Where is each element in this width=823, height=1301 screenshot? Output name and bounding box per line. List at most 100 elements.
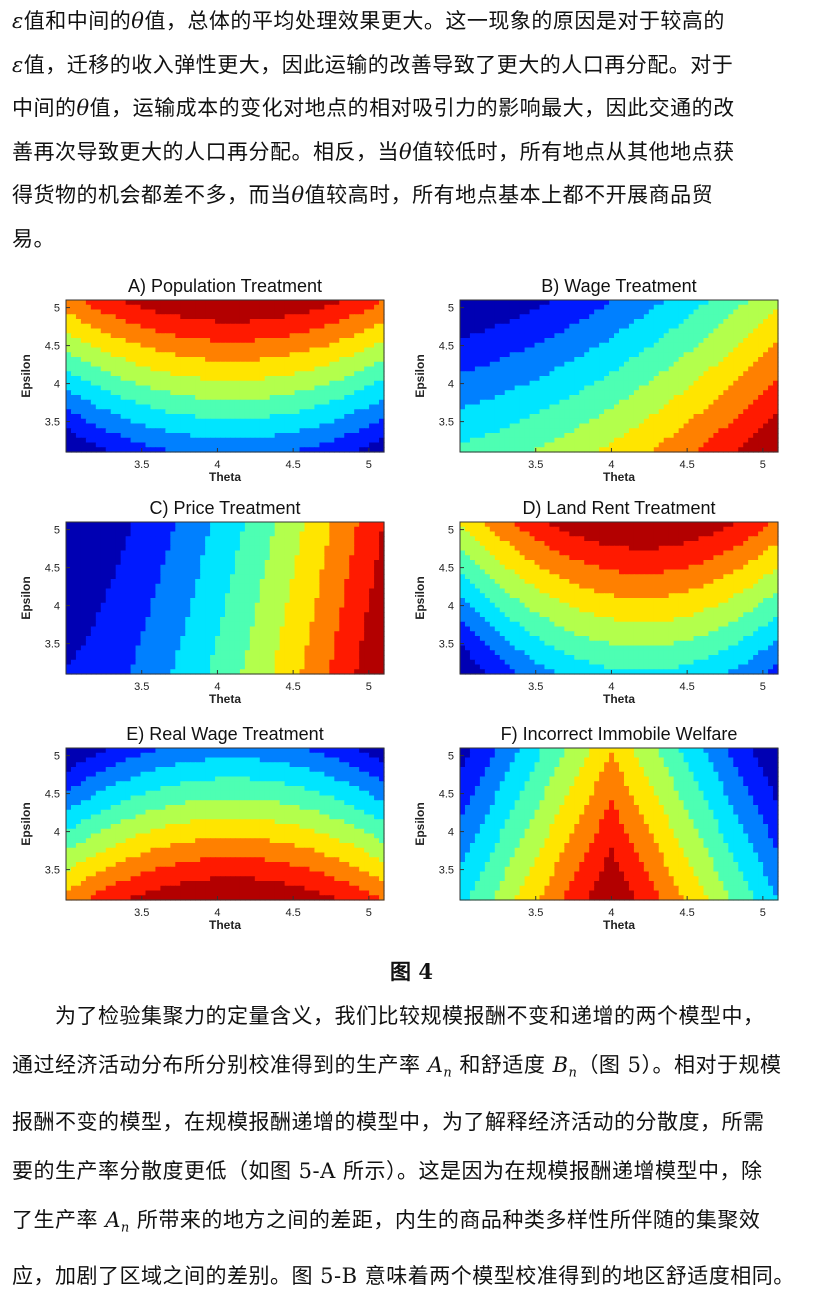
heatmap-cell (359, 409, 365, 414)
heatmap-cell (106, 579, 112, 584)
heatmap-cell (275, 551, 281, 556)
heatmap-cell (694, 333, 700, 338)
heatmap-cell (510, 357, 516, 362)
heatmap-cell (599, 352, 605, 357)
heatmap-cell (141, 551, 147, 556)
heatmap-cell (265, 555, 271, 560)
heatmap-cell (230, 443, 236, 448)
heatmap-cell (185, 300, 191, 305)
heatmap-cell (619, 409, 625, 414)
heatmap-cell (324, 381, 330, 386)
heatmap-cell (644, 357, 650, 362)
heatmap-cell (544, 371, 550, 376)
heatmap-cell (505, 395, 511, 400)
heatmap-cell (210, 348, 216, 353)
heatmap-cell (554, 443, 560, 448)
heatmap-cell (718, 343, 724, 348)
heatmap-cell (76, 319, 82, 324)
heatmap-cell (165, 319, 171, 324)
heatmap-cell (86, 390, 92, 395)
heatmap-cell (280, 343, 286, 348)
heatmap-cell (359, 300, 365, 305)
heatmap-cell (126, 522, 132, 527)
heatmap-cell (609, 343, 615, 348)
heatmap-cell (718, 300, 724, 305)
heatmap-cell (723, 362, 729, 367)
heatmap-cell (584, 371, 590, 376)
heatmap-cell (111, 329, 117, 334)
heatmap-cell (71, 352, 77, 357)
heatmap-cell (669, 352, 675, 357)
heatmap-cell (225, 527, 231, 532)
heatmap-cell (275, 324, 281, 329)
heatmap-cell (91, 386, 97, 391)
heatmap-cell (624, 433, 630, 438)
heatmap-cell (753, 324, 759, 329)
heatmap-cell (569, 419, 575, 424)
heatmap-cell (354, 329, 360, 334)
heatmap-cell (250, 319, 256, 324)
heatmap-cell (540, 352, 546, 357)
heatmap-cell (604, 443, 610, 448)
heatmap-cell (165, 390, 171, 395)
heatmap-cell (594, 395, 600, 400)
heatmap-cell (81, 314, 87, 319)
heatmap-cell (155, 400, 161, 405)
heatmap-cell (594, 333, 600, 338)
heatmap-cell (703, 324, 709, 329)
heatmap-cell (619, 333, 625, 338)
heatmap-cell (619, 390, 625, 395)
heatmap-cell (86, 560, 92, 565)
heatmap-cell (329, 348, 335, 353)
heatmap-cell (510, 400, 516, 405)
heatmap-cell (564, 362, 570, 367)
heatmap-cell (354, 438, 360, 443)
heatmap-cell (305, 352, 311, 357)
heatmap-cell (260, 555, 266, 560)
heatmap-cell (738, 357, 744, 362)
heatmap-cell (136, 419, 142, 424)
heatmap-cell (314, 362, 320, 367)
heatmap-cell (71, 414, 77, 419)
heatmap-cell (639, 405, 645, 410)
heatmap-cell (559, 338, 565, 343)
heatmap-cell (260, 333, 266, 338)
heatmap-cell (160, 386, 166, 391)
heatmap-cell (354, 433, 360, 438)
heatmap-cell (644, 371, 650, 376)
heatmap-cell (359, 310, 365, 315)
heatmap-cell (170, 522, 176, 527)
heatmap-cell (674, 357, 680, 362)
heatmap-cell (579, 433, 585, 438)
heatmap-cell (339, 338, 345, 343)
heatmap-cell (339, 536, 345, 541)
heatmap-cell (91, 443, 97, 448)
heatmap-cell (703, 438, 709, 443)
heatmap-cell (619, 424, 625, 429)
heatmap-cell (235, 546, 241, 551)
heatmap-cell (136, 551, 142, 556)
heatmap-cell (71, 324, 77, 329)
heatmap-cell (275, 329, 281, 334)
heatmap-cell (190, 414, 196, 419)
heatmap-cell (121, 305, 127, 310)
heatmap-cell (205, 314, 211, 319)
heatmap-cell (490, 319, 496, 324)
heatmap-cell (569, 386, 575, 391)
heatmap-cell (689, 333, 695, 338)
heatmap-cell (460, 310, 466, 315)
heatmap-cell (619, 348, 625, 353)
heatmap-cell (574, 376, 580, 381)
heatmap-cell (619, 386, 625, 391)
heatmap-cell (324, 419, 330, 424)
heatmap-cell (743, 409, 749, 414)
heatmap-cell (354, 409, 360, 414)
heatmap-cell (170, 532, 176, 537)
heatmap-cell (569, 381, 575, 386)
heatmap-cell (295, 324, 301, 329)
heatmap-cell (235, 362, 241, 367)
heatmap-cell (460, 414, 466, 419)
heatmap-cell (510, 438, 516, 443)
heatmap-cell (763, 314, 769, 319)
heatmap-cell (275, 438, 281, 443)
